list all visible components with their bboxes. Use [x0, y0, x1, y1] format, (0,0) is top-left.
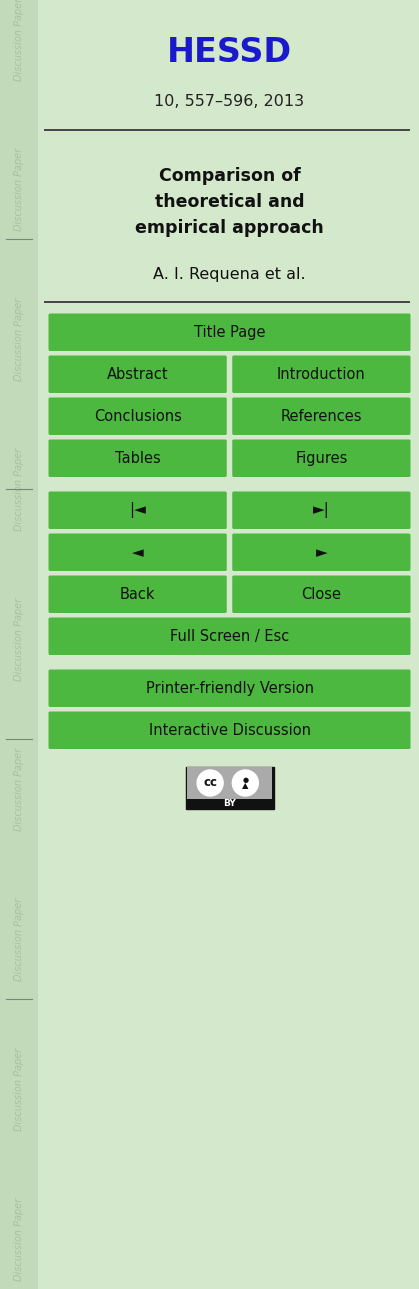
FancyBboxPatch shape: [49, 575, 227, 614]
FancyBboxPatch shape: [49, 617, 411, 655]
Bar: [186, 767, 274, 809]
Bar: [0, 0, 38, 1289]
Text: Discussion Paper: Discussion Paper: [14, 447, 24, 531]
Text: 10, 557–596, 2013: 10, 557–596, 2013: [155, 94, 305, 110]
Text: ●: ●: [242, 777, 248, 784]
Text: Title Page: Title Page: [194, 325, 265, 340]
FancyBboxPatch shape: [49, 712, 411, 749]
Text: Full Screen / Esc: Full Screen / Esc: [170, 629, 289, 643]
Text: Comparison of
theoretical and
empirical approach: Comparison of theoretical and empirical …: [135, 168, 324, 237]
Text: Printer-friendly Version: Printer-friendly Version: [145, 681, 313, 696]
Text: Discussion Paper: Discussion Paper: [14, 1197, 24, 1281]
Text: |◄: |◄: [129, 503, 146, 518]
Text: Introduction: Introduction: [277, 367, 366, 382]
Text: A. I. Requena et al.: A. I. Requena et al.: [153, 267, 306, 281]
Text: Discussion Paper: Discussion Paper: [14, 897, 24, 981]
Text: Back: Back: [120, 586, 155, 602]
Circle shape: [233, 770, 259, 797]
Text: HESSD: HESSD: [167, 36, 292, 68]
FancyBboxPatch shape: [49, 669, 411, 706]
Text: Conclusions: Conclusions: [94, 409, 181, 424]
FancyBboxPatch shape: [232, 575, 411, 614]
Text: cc: cc: [203, 776, 217, 789]
Text: Interactive Discussion: Interactive Discussion: [148, 723, 310, 737]
Text: Discussion Paper: Discussion Paper: [14, 597, 24, 681]
FancyBboxPatch shape: [49, 356, 227, 393]
FancyBboxPatch shape: [232, 491, 411, 528]
Text: ◄: ◄: [132, 545, 143, 559]
Text: References: References: [281, 409, 362, 424]
Text: ►: ►: [316, 545, 327, 559]
FancyBboxPatch shape: [232, 440, 411, 477]
Text: Discussion Paper: Discussion Paper: [14, 298, 24, 380]
Text: Discussion Paper: Discussion Paper: [14, 1048, 24, 1130]
FancyBboxPatch shape: [49, 534, 227, 571]
Text: Figures: Figures: [295, 451, 348, 465]
Text: Abstract: Abstract: [107, 367, 168, 382]
Text: Discussion Paper: Discussion Paper: [14, 147, 24, 231]
Text: Discussion Paper: Discussion Paper: [14, 748, 24, 830]
FancyBboxPatch shape: [232, 397, 411, 434]
FancyBboxPatch shape: [49, 397, 227, 434]
Text: Tables: Tables: [115, 451, 160, 465]
Text: ▲: ▲: [242, 781, 248, 790]
Text: BY: BY: [223, 799, 236, 808]
FancyBboxPatch shape: [49, 313, 411, 351]
FancyBboxPatch shape: [49, 440, 227, 477]
FancyBboxPatch shape: [232, 356, 411, 393]
FancyBboxPatch shape: [232, 534, 411, 571]
Text: ►|: ►|: [313, 503, 330, 518]
Text: Discussion Paper: Discussion Paper: [14, 0, 24, 81]
Text: Close: Close: [301, 586, 341, 602]
Circle shape: [197, 770, 223, 797]
Bar: [187, 767, 272, 799]
FancyBboxPatch shape: [49, 491, 227, 528]
